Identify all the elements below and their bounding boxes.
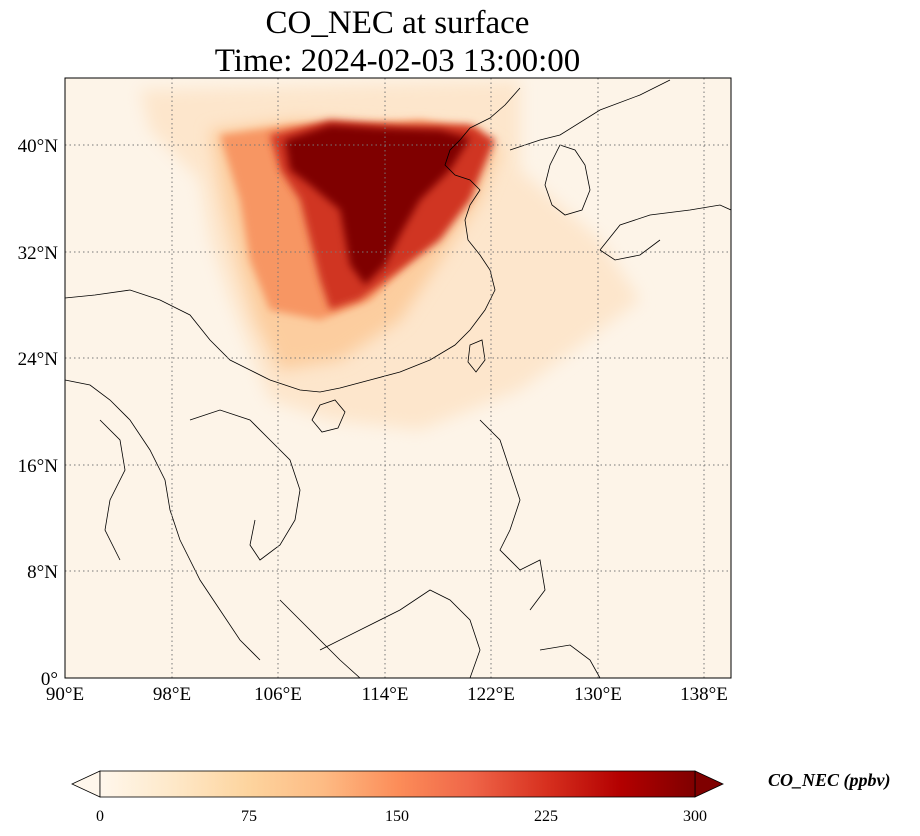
- map-title: CO_NEC at surface: [265, 5, 530, 41]
- lon-tick-label: 106°E: [254, 684, 302, 705]
- lat-tick-label: 8°N: [27, 562, 58, 583]
- lon-tick-label: 114°E: [362, 684, 409, 705]
- lat-tick-label: 0°: [41, 669, 58, 690]
- colorbar: 0 75 150 225 300: [71, 770, 724, 825]
- map-frame: [64, 77, 732, 679]
- map-gridlines: [65, 78, 731, 678]
- colorbar-tick-label: 150: [385, 808, 409, 825]
- lon-tick-label: 122°E: [467, 684, 515, 705]
- lon-tick-label: 98°E: [153, 684, 191, 705]
- concentration-field: [65, 78, 731, 678]
- lat-tick-label: 16°N: [18, 456, 59, 477]
- colorbar-gradient: [99, 770, 696, 798]
- colorbar-tick-label: 0: [96, 808, 104, 825]
- lat-tick-label: 24°N: [18, 349, 59, 370]
- lon-tick-label: 138°E: [680, 684, 728, 705]
- map-time-subtitle: Time: 2024-02-03 13:00:00: [214, 43, 581, 79]
- lat-tick-label: 32°N: [18, 243, 59, 264]
- colorbar-tick-label: 75: [241, 808, 257, 825]
- colorbar-tick-label: 300: [683, 808, 707, 825]
- colorbar-label: CO_NEC (ppbv): [768, 770, 891, 790]
- lon-tick-label: 130°E: [574, 684, 622, 705]
- lat-tick-label: 40°N: [18, 136, 59, 157]
- colorbar-tick-label: 225: [534, 808, 558, 825]
- lon-tick-label: 90°E: [46, 684, 84, 705]
- colorbar-min-arrow: [71, 770, 101, 798]
- coastlines: [65, 79, 731, 678]
- colorbar-max-arrow: [694, 770, 724, 798]
